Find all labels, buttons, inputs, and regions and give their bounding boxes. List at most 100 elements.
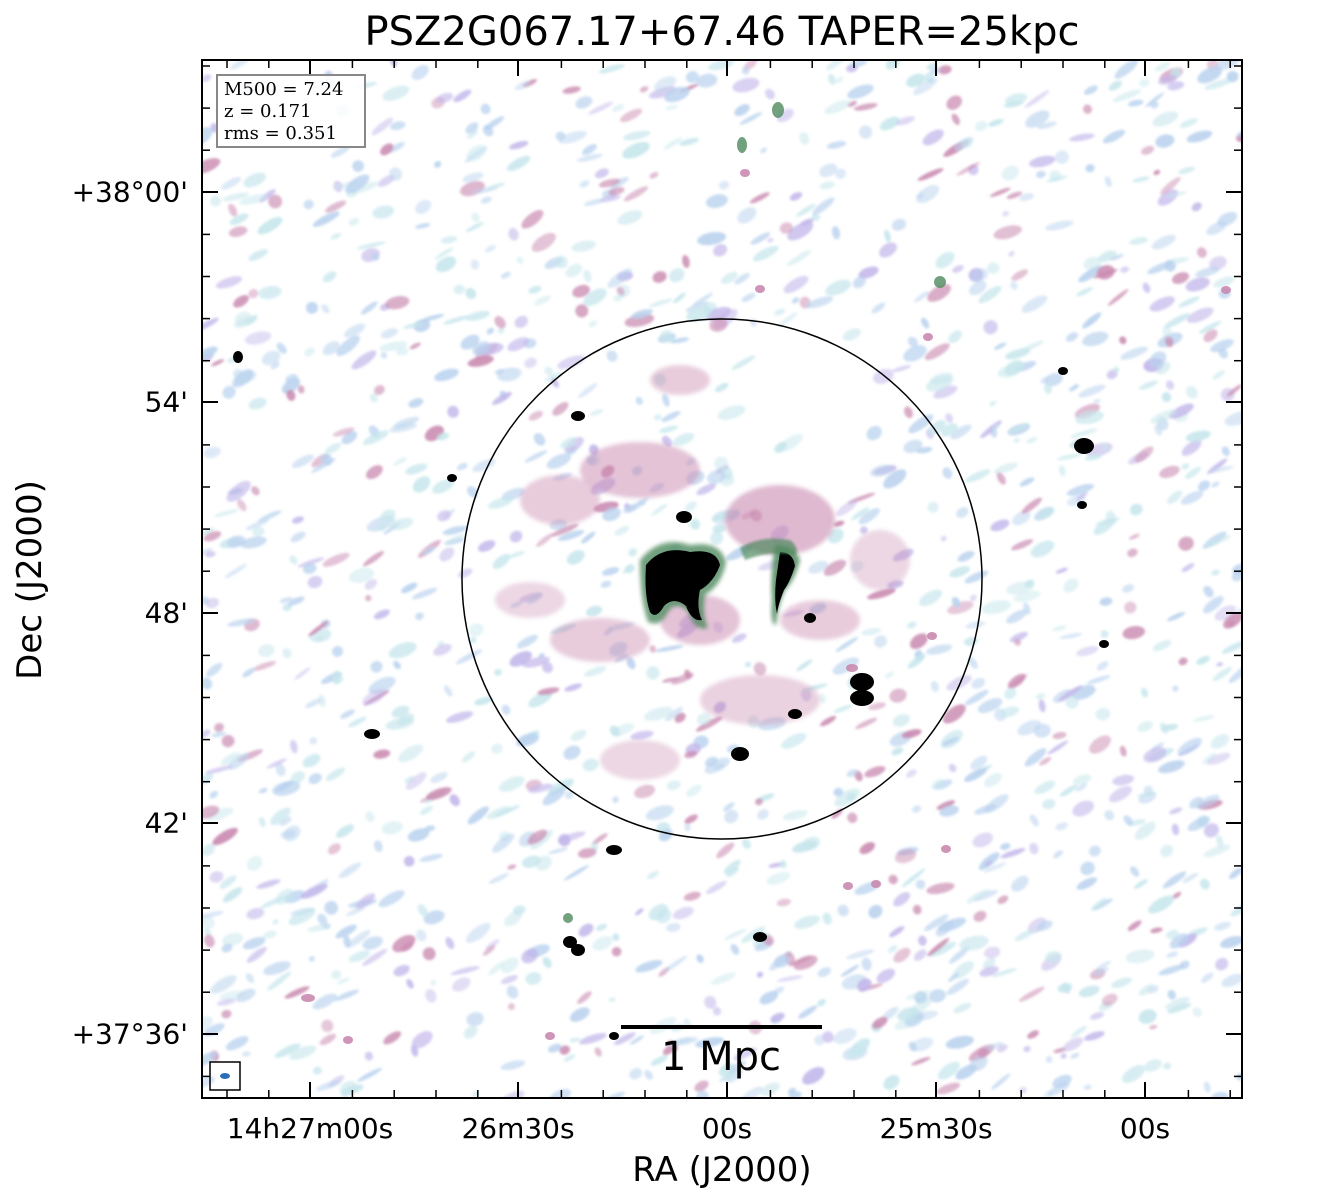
noise-blob: [1169, 933, 1189, 949]
noise-blob: [527, 829, 548, 845]
noise-blob: [1202, 752, 1217, 765]
noise-blob: [378, 890, 405, 908]
noise-blob: [1025, 110, 1050, 128]
noise-blob: [968, 280, 987, 296]
noise-blob: [239, 194, 268, 205]
noise-blob: [1038, 699, 1046, 713]
noise-blob: [1099, 597, 1113, 606]
noise-blob: [731, 355, 756, 370]
noise-blob: [1070, 1025, 1087, 1038]
noise-blob: [559, 1045, 571, 1055]
noise-blob: [370, 660, 383, 673]
noise-blob: [802, 1067, 825, 1085]
noise-blob: [997, 1044, 1008, 1053]
noise-blob: [1210, 339, 1234, 353]
noise-blob: [1128, 237, 1149, 245]
noise-blob: [600, 580, 612, 588]
noise-blob: [351, 181, 378, 194]
noise-blob: [404, 776, 415, 784]
noise-blob: [497, 328, 505, 334]
noise-blob: [907, 336, 919, 348]
noise-blob: [895, 116, 915, 126]
noise-blob: [492, 833, 515, 853]
noise-blob: [846, 769, 858, 778]
noise-blob: [1107, 289, 1129, 306]
noise-blob: [480, 196, 492, 204]
noise-blob: [767, 237, 774, 243]
noise-blob: [1178, 296, 1200, 308]
noise-blob: [774, 308, 786, 316]
noise-blob: [1104, 810, 1115, 821]
noise-blob: [348, 567, 374, 583]
noise-blob: [964, 767, 988, 782]
noise-blob: [991, 423, 1000, 432]
noise-blob: [240, 536, 267, 549]
noise-blob: [719, 1071, 737, 1082]
noise-blob: [1072, 800, 1094, 817]
noise-blob: [344, 323, 366, 338]
noise-blob: [1004, 360, 1024, 376]
noise-blob: [1185, 430, 1211, 442]
noise-blob: [534, 295, 551, 306]
noise-blob: [833, 520, 845, 527]
noise-blob: [210, 195, 222, 207]
noise-blob: [447, 405, 459, 418]
noise-blob: [443, 685, 453, 697]
noise-blob: [927, 419, 946, 435]
noise-blob: [415, 199, 432, 214]
noise-blob: [847, 812, 858, 824]
noise-blob: [1189, 796, 1203, 809]
noise-blob: [1196, 655, 1210, 665]
noise-blob: [486, 327, 495, 335]
noise-blob: [434, 160, 442, 168]
noise-blob: [770, 1012, 785, 1023]
noise-blob: [607, 268, 632, 289]
noise-blob: [1167, 81, 1185, 91]
noise-blob: [647, 871, 659, 879]
noise-blob: [1108, 786, 1133, 803]
noise-blob: [533, 432, 546, 446]
noise-blob: [723, 859, 741, 874]
noise-blob: [202, 915, 215, 930]
noise-blob: [221, 943, 233, 953]
noise-blob: [662, 393, 670, 407]
noise-blob: [583, 269, 592, 283]
noise-blob: [712, 524, 727, 534]
noise-blob: [283, 825, 301, 842]
noise-blob: [969, 1055, 988, 1072]
noise-blob: [977, 698, 1003, 714]
noise-blob: [1214, 921, 1231, 931]
noise-blob: [857, 978, 872, 992]
noise-blob: [1150, 409, 1177, 424]
noise-blob: [322, 271, 337, 283]
noise-blob: [1036, 920, 1053, 931]
noise-blob: [455, 649, 482, 665]
noise-blob: [1156, 361, 1171, 375]
noise-blob: [244, 331, 272, 345]
noise-blob: [1144, 1059, 1162, 1072]
noise-blob: [936, 800, 956, 810]
noise-blob: [336, 977, 350, 985]
noise-blob: [867, 588, 896, 600]
noise-blob: [376, 522, 387, 532]
noise-blob: [855, 717, 878, 730]
noise-blob: [776, 898, 792, 907]
noise-blob: [1089, 735, 1111, 754]
noise-blob: [907, 654, 926, 669]
noise-blob: [1070, 1052, 1080, 1059]
noise-blob: [364, 578, 378, 590]
noise-blob: [622, 130, 651, 141]
noise-blob: [950, 424, 972, 440]
noise-blob: [312, 211, 340, 227]
noise-blob: [563, 865, 590, 881]
noise-blob: [695, 1037, 725, 1048]
noise-blob: [935, 251, 955, 269]
noise-blob: [1203, 1081, 1211, 1093]
noise-blob: [305, 301, 319, 314]
noise-blob: [744, 661, 752, 668]
noise-blob: [290, 770, 306, 784]
xtick-label: 26m30s: [461, 1112, 575, 1145]
central-source: [640, 538, 800, 629]
noise-blob: [1121, 1064, 1146, 1083]
noise-blob: [741, 838, 751, 849]
